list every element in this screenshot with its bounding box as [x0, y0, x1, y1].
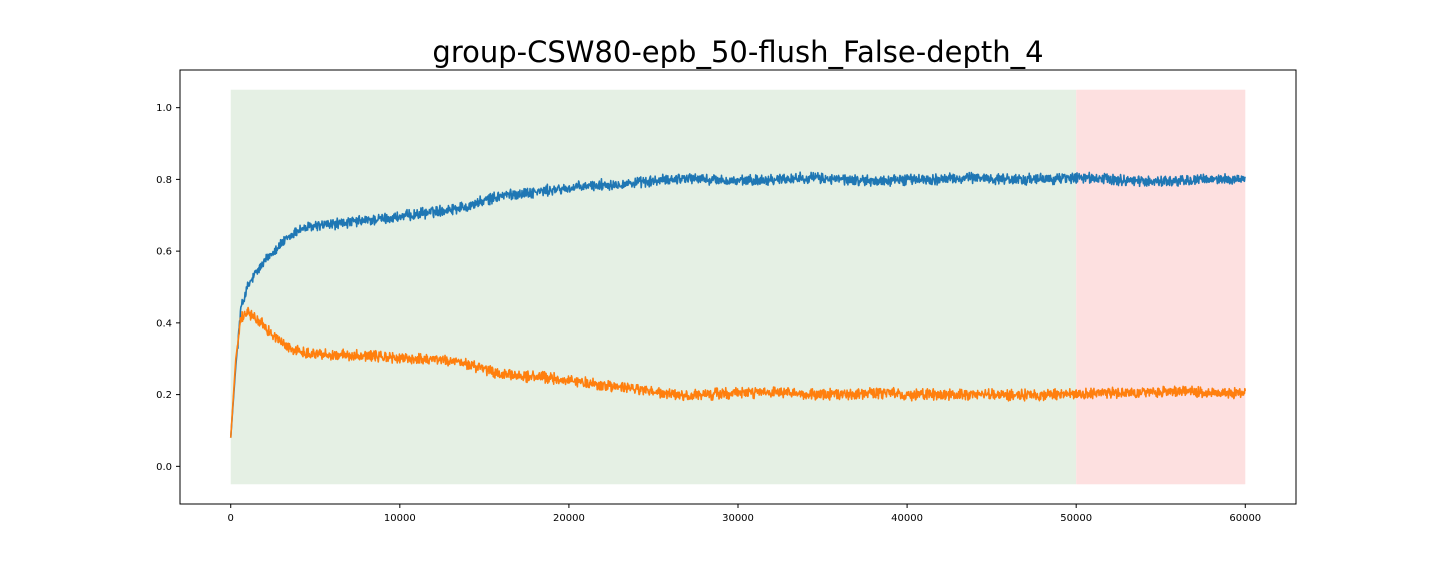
series-line-1 — [229, 171, 1246, 438]
x-tick-label: 10000 — [384, 513, 416, 524]
y-tick-label: 0.4 — [156, 318, 172, 329]
y-tick-label: 0.6 — [156, 247, 172, 258]
y-tick-label: 1.0 — [156, 103, 172, 114]
shaded-region-1 — [230, 89, 1077, 485]
x-tick-label: 0 — [228, 513, 234, 524]
x-axis: 0 10000 20000 30000 40000 50000 60000 — [228, 504, 1261, 524]
x-tick-label: 20000 — [553, 513, 585, 524]
chart-title: group-CSW80-epb_50-flush_False-depth_4 — [432, 35, 1043, 69]
x-tick-label: 60000 — [1229, 513, 1261, 524]
series-line-2 — [229, 306, 1247, 438]
shaded-region-2 — [1076, 89, 1246, 485]
x-tick-label: 30000 — [722, 513, 754, 524]
y-tick-label: 0.0 — [156, 462, 172, 473]
y-axis: 0.0 0.2 0.4 0.6 0.8 1.0 — [156, 103, 180, 473]
x-tick-label: 40000 — [891, 513, 923, 524]
shaded-regions — [230, 89, 1246, 485]
y-tick-label: 0.2 — [156, 390, 172, 401]
x-tick-label: 50000 — [1060, 513, 1092, 524]
y-tick-label: 0.8 — [156, 175, 172, 186]
series-lines — [229, 171, 1247, 438]
